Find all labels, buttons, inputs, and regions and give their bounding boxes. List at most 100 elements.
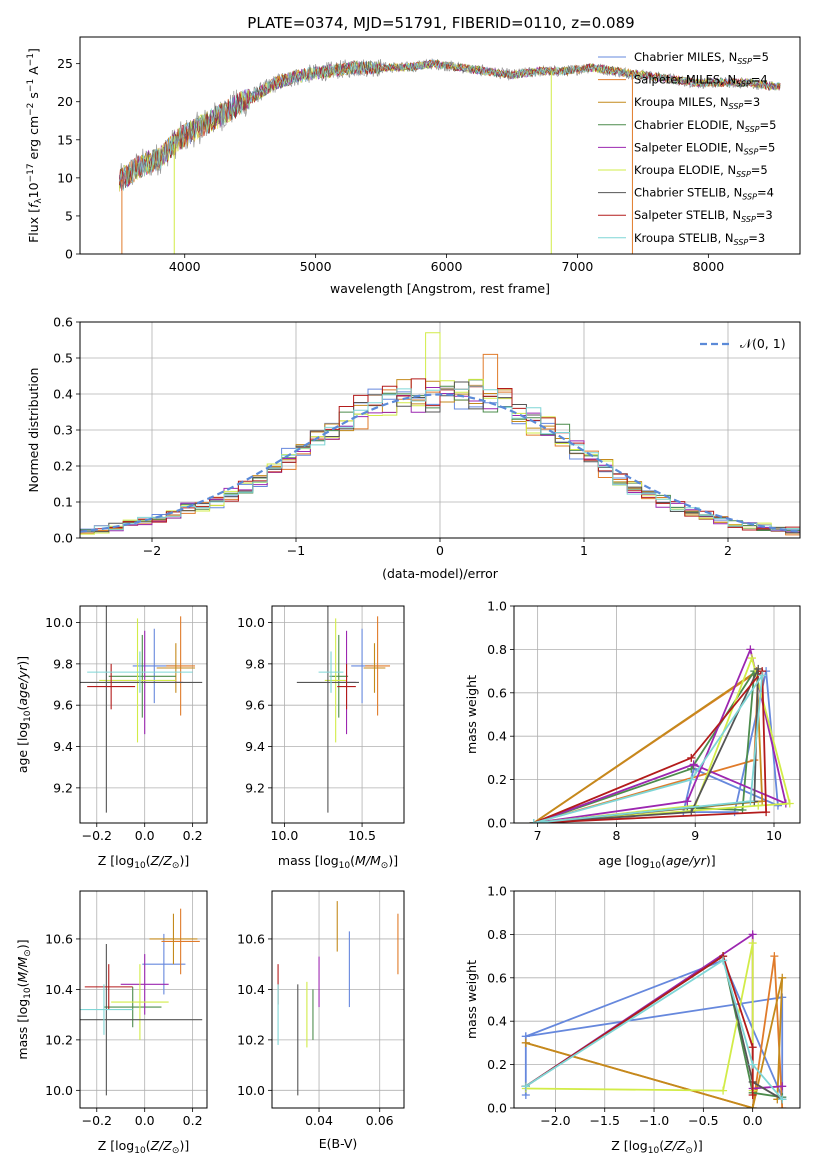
x-tick-label: 0 [436, 543, 444, 558]
weight-marker [748, 1060, 757, 1069]
y-tick-label: 0.2 [487, 772, 507, 787]
age_vs_Z-axes: −0.2 0.0 0.2 9.2 9.4 9.6 9.8 10.0 [45, 606, 207, 843]
x-tick-label: −0.5 [688, 1113, 718, 1128]
y-tick-label: 5 [65, 208, 73, 223]
y-tick-label: 10.0 [45, 1083, 73, 1098]
weight-vs-age-xlabel: age [log10(age/yr)] [598, 853, 715, 871]
weight-marker [762, 808, 771, 817]
x-tick-label: 7000 [562, 259, 594, 274]
x-tick-label: 8000 [692, 259, 724, 274]
x-tick-label: 5000 [300, 259, 332, 274]
y-tick-label: 0.8 [487, 642, 507, 657]
weight-marker [683, 797, 692, 806]
legend-label: Chabrier MILES, NSSP=5 [634, 50, 769, 66]
x-tick-label: 7 [534, 828, 542, 843]
age_vs_mass-points [296, 606, 391, 813]
legend-label: Kroupa ELODIE, NSSP=5 [634, 163, 768, 179]
weight-line [533, 646, 788, 823]
spectrum-frame [79, 36, 801, 255]
y-tick-label: 0.4 [487, 1014, 507, 1029]
weight-marker [746, 797, 755, 806]
spectrum-ylabel: Flux [fλ10−17 erg cm−2 s−1 A−1] [26, 48, 44, 243]
weight-marker [719, 956, 728, 965]
residuals-frame [79, 321, 801, 539]
weight-line [525, 958, 783, 1100]
age-vs-mass-xlabel: mass [log10(M/M⊙)] [278, 853, 398, 871]
weight_vs_Z-ylabel: mass weight [464, 960, 479, 1039]
age_vs_mass-frame [271, 605, 405, 824]
weight-marker [748, 1104, 757, 1108]
y-tick-label: 0 [65, 247, 73, 262]
normal-curve [80, 393, 800, 533]
weight-marker [785, 799, 794, 808]
weight-marker [746, 645, 755, 654]
weight-marker [754, 801, 763, 810]
y-tick-label: 0.2 [53, 459, 73, 474]
weight-marker [773, 801, 782, 810]
mass_vs_Z-axes: −0.2 0.0 0.2 10.0 10.2 10.4 10.6 [45, 891, 207, 1128]
y-tick-label: 10 [57, 170, 73, 185]
x-tick-label: 10.5 [348, 828, 376, 843]
weight-marker [778, 1104, 787, 1108]
x-tick-label: −1.5 [590, 1113, 620, 1128]
x-tick-label: −1 [287, 543, 305, 558]
y-tick-label: 1.0 [487, 599, 507, 614]
y-tick-label: 10.2 [45, 1032, 73, 1047]
y-tick-label: 0.5 [53, 351, 73, 366]
weight-marker [770, 952, 779, 961]
x-tick-label: 0.04 [305, 1113, 333, 1128]
age_vs_Z-frame [79, 605, 208, 824]
y-tick-label: 0.0 [487, 1101, 507, 1116]
weight-marker [748, 1090, 757, 1099]
weight-line [525, 942, 754, 1092]
residuals-ylabel: Normed distribution [26, 368, 41, 493]
x-tick-label: 4000 [169, 259, 201, 274]
x-tick-label: 0.0 [743, 1113, 763, 1128]
mass-vs-Z-ylabel: mass [log10(M/M⊙)] [15, 939, 33, 1059]
y-tick-label: 10.4 [237, 982, 265, 997]
y-tick-label: 0.4 [53, 387, 73, 402]
weight-marker [748, 939, 757, 948]
y-tick-label: 9.6 [53, 698, 73, 713]
y-tick-label: 10.0 [45, 615, 73, 630]
weight-marker [758, 797, 767, 806]
y-tick-label: 20 [57, 94, 73, 109]
weight_vs_age-frame [513, 605, 801, 824]
x-tick-label: 0.2 [183, 828, 203, 843]
weight-marker [778, 1095, 787, 1104]
x-tick-label: 6000 [431, 259, 463, 274]
legend-label: Salpeter MILES, NSSP=4 [634, 73, 768, 89]
weight-marker [748, 930, 757, 939]
legend-label: Salpeter STELIB, NSSP=3 [634, 208, 773, 224]
legend-label: Kroupa MILES, NSSP=3 [634, 95, 760, 111]
x-tick-label: 1 [580, 543, 588, 558]
legend-label: Chabrier ELODIE, NSSP=5 [634, 118, 776, 134]
x-tick-label: −1.0 [639, 1113, 669, 1128]
y-tick-label: 0.8 [487, 927, 507, 942]
weight_vs_age-ylabel: mass weight [464, 675, 479, 754]
mass_vs_Z-points [80, 908, 203, 1096]
y-tick-label: 10.4 [45, 982, 73, 997]
series-line [119, 59, 781, 189]
weight-line [533, 655, 791, 823]
y-tick-label: 0.1 [53, 495, 73, 510]
weight-marker [521, 1038, 530, 1047]
age_vs_mass-axes: 10.0 10.5 9.2 9.4 9.6 9.8 10.0 [237, 606, 404, 843]
histogram-step [80, 385, 800, 538]
y-tick-label: 10.0 [237, 1083, 265, 1098]
residuals-xlabel: (data-model)/error [382, 566, 499, 581]
weight-marker [687, 775, 696, 784]
weight-marker [778, 973, 787, 982]
y-tick-label: 9.6 [245, 698, 265, 713]
spectrum-legend: Chabrier MILES, NSSP=5 Salpeter MILES, NS… [598, 50, 776, 247]
y-tick-label: 0.6 [487, 970, 507, 985]
legend-label: Chabrier STELIB, NSSP=4 [634, 186, 774, 202]
y-tick-label: 0.0 [53, 531, 73, 546]
y-tick-label: 0.0 [487, 816, 507, 831]
histogram-step [80, 381, 800, 538]
weight-vs-Z-xlabel: Z [log10(Z/Z⊙)] [611, 1138, 702, 1156]
y-tick-label: 0.2 [487, 1057, 507, 1072]
x-tick-label: 10.0 [271, 828, 299, 843]
x-tick-label: −2 [143, 543, 161, 558]
